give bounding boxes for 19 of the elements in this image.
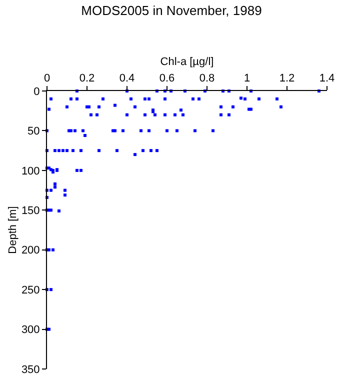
y-tick-label: 350	[21, 364, 40, 376]
y-tick-label: 0	[34, 86, 40, 98]
x-tick-label: 1.2	[279, 72, 295, 85]
x-axis-title: Chl-a [µg/l]	[160, 56, 214, 68]
x-tick-label: 1	[244, 72, 250, 85]
x-tick-label: 0	[44, 72, 50, 85]
chart-title: MODS2005 in November, 1989	[81, 2, 262, 18]
y-tick-label: 100	[21, 165, 40, 178]
y-tick-label: 300	[21, 324, 40, 336]
y-axis-title: Depth [m]	[7, 206, 20, 254]
x-tick-label: 0.4	[119, 72, 135, 85]
y-tick-label: 250	[21, 284, 40, 296]
x-tick-label: 1.4	[319, 72, 335, 85]
y-tick-label: 150	[21, 204, 40, 217]
y-tick-label: 200	[21, 244, 40, 257]
x-tick-label: 0.8	[199, 72, 215, 85]
x-tick-label: 0.2	[79, 72, 95, 85]
y-tick-label: 50	[28, 126, 40, 138]
x-tick-label: 0.6	[159, 72, 175, 85]
